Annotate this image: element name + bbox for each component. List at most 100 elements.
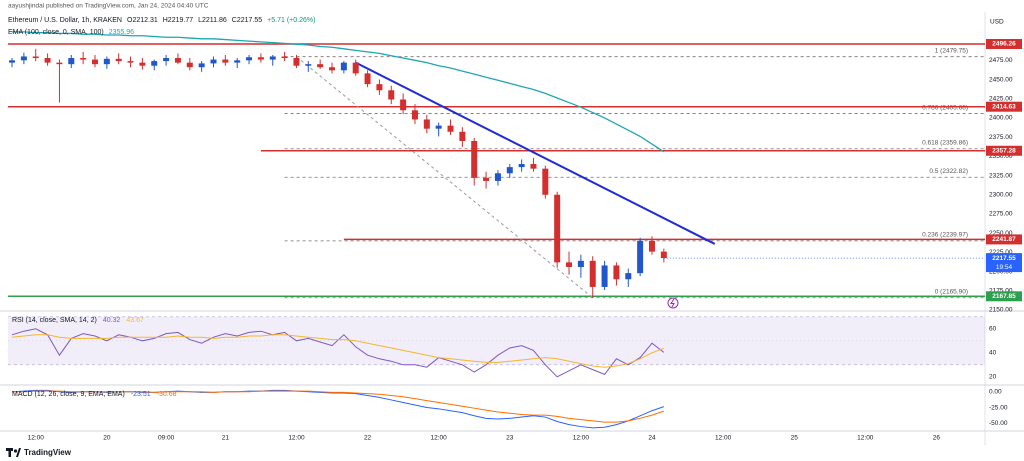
event-icon[interactable] xyxy=(667,297,679,309)
indicator-title: MACD (12, 26, close, 9, EMA, EMA) xyxy=(12,391,125,398)
candle-body xyxy=(115,58,122,62)
pane xyxy=(8,316,985,378)
price-label: 2414.63 xyxy=(992,103,1016,110)
y-tick-label: 2450.00 xyxy=(989,76,1013,83)
candle-body xyxy=(400,99,407,111)
candle-body xyxy=(376,84,383,91)
candle-body xyxy=(637,240,644,274)
candle-body xyxy=(542,168,549,195)
y-tick-label: 60 xyxy=(989,326,997,333)
symbol-legend: Ethereum / U.S. Dollar, 1h, KRAKEN O2212.… xyxy=(8,17,315,24)
indicator-value: 40.32 xyxy=(103,317,121,324)
candle-body xyxy=(127,61,134,63)
candle-body xyxy=(210,59,217,64)
fib-label: 0.786 (2405.68) xyxy=(922,104,968,111)
candle-body xyxy=(9,60,16,63)
x-tick-label: 12:00 xyxy=(857,435,874,442)
candle-body xyxy=(317,64,324,68)
candle-body xyxy=(471,140,478,178)
candle-body xyxy=(32,56,39,59)
indicator-line xyxy=(12,390,664,423)
y-tick-label: 20 xyxy=(989,374,997,381)
candle-body xyxy=(494,173,501,181)
candle-body xyxy=(364,73,371,85)
price-label-box xyxy=(986,291,1022,302)
indicator-value: -30.68 xyxy=(157,391,177,398)
x-tick-label: 12:00 xyxy=(573,435,590,442)
candle-body xyxy=(648,240,655,252)
candle-body xyxy=(518,164,525,168)
last-price-box xyxy=(986,253,1022,273)
candle-body xyxy=(91,59,98,65)
y-tick-label: 2325.00 xyxy=(989,172,1013,179)
y-tick-label: 40 xyxy=(989,350,997,357)
fib-label: 0.236 (2239.97) xyxy=(922,232,968,239)
indicator-line xyxy=(11,328,665,378)
x-tick-label: 09:00 xyxy=(158,435,175,442)
indicator-legend: RSI (14, close, SMA, 14, 2) 40.32 43.67 xyxy=(12,317,144,324)
candle-body xyxy=(281,56,288,59)
x-tick-label: 12:00 xyxy=(431,435,448,442)
x-tick-label: 20 xyxy=(103,435,111,442)
y-tick-label: 2275.00 xyxy=(989,211,1013,218)
fib-label: 1 (2479.75) xyxy=(935,47,968,54)
indicator-line xyxy=(11,334,665,368)
x-tick-label: 22 xyxy=(364,435,372,442)
indicator-title: RSI (14, close, SMA, 14, 2) xyxy=(12,317,97,324)
fib-label: 0.618 (2359.86) xyxy=(922,139,968,146)
x-tick-label: 24 xyxy=(648,435,656,442)
candle-body xyxy=(506,167,513,174)
x-tick-label: 12:00 xyxy=(288,435,305,442)
fib-label: 0.5 (2322.82) xyxy=(929,168,968,175)
indicator-value: -23.51 xyxy=(131,391,151,398)
y-tick-label: 0.00 xyxy=(989,388,1002,395)
candle-body xyxy=(198,63,205,68)
x-tick-label: 12:00 xyxy=(28,435,45,442)
ohlc-value: +5.71 (+0.26%) xyxy=(267,17,315,24)
candle-body xyxy=(601,265,608,287)
trendline xyxy=(296,56,594,299)
x-tick-label: 26 xyxy=(933,435,941,442)
candle-body xyxy=(483,177,490,181)
ohlc-value: L2211.86 xyxy=(198,17,227,24)
candle-body xyxy=(660,251,667,259)
candle-body xyxy=(530,164,537,169)
x-tick-label: 25 xyxy=(791,435,799,442)
candle-body xyxy=(103,58,110,65)
pane xyxy=(12,389,665,429)
candle-body xyxy=(222,59,229,63)
candle-body xyxy=(293,58,300,66)
candle-body xyxy=(257,57,264,60)
candle-body xyxy=(139,62,146,66)
ema-line xyxy=(12,31,665,153)
y-tick-label: 2300.00 xyxy=(989,191,1013,198)
y-tick-label: 2250.00 xyxy=(989,230,1013,237)
ema-value: 2355.96 xyxy=(109,29,134,36)
publisher: aayushjindal published on TradingView.co… xyxy=(8,3,209,10)
x-tick-label: 12:00 xyxy=(715,435,732,442)
y-tick-label: 2175.00 xyxy=(989,288,1013,295)
candle-body xyxy=(577,260,584,267)
y-tick-label: 2425.00 xyxy=(989,95,1013,102)
candle-body xyxy=(246,57,253,61)
ohlc-value: C2217.55 xyxy=(232,17,262,24)
event-icon-bolt xyxy=(670,298,675,308)
indicator-legend: MACD (12, 26, close, 9, EMA, EMA) -23.51-… xyxy=(12,391,177,398)
y-tick-label: 2375.00 xyxy=(989,134,1013,141)
candle-body xyxy=(625,273,632,280)
price-label-box xyxy=(986,234,1022,245)
candle-body xyxy=(411,110,418,120)
ema-title: EMA (100, close, 0, SMA, 100) xyxy=(8,29,104,36)
y-tick-label: 2350.00 xyxy=(989,153,1013,160)
candle-body xyxy=(613,265,620,280)
candle-body xyxy=(44,58,51,63)
y-tick-label: -25.00 xyxy=(989,404,1008,411)
candle-body xyxy=(68,58,75,65)
indicator-value: 43.67 xyxy=(126,317,144,324)
candle-body xyxy=(447,125,454,132)
footer-logo xyxy=(6,448,21,457)
y-tick-label: 2150.00 xyxy=(989,307,1013,314)
candle-body xyxy=(340,62,347,71)
candle-body xyxy=(80,58,87,60)
